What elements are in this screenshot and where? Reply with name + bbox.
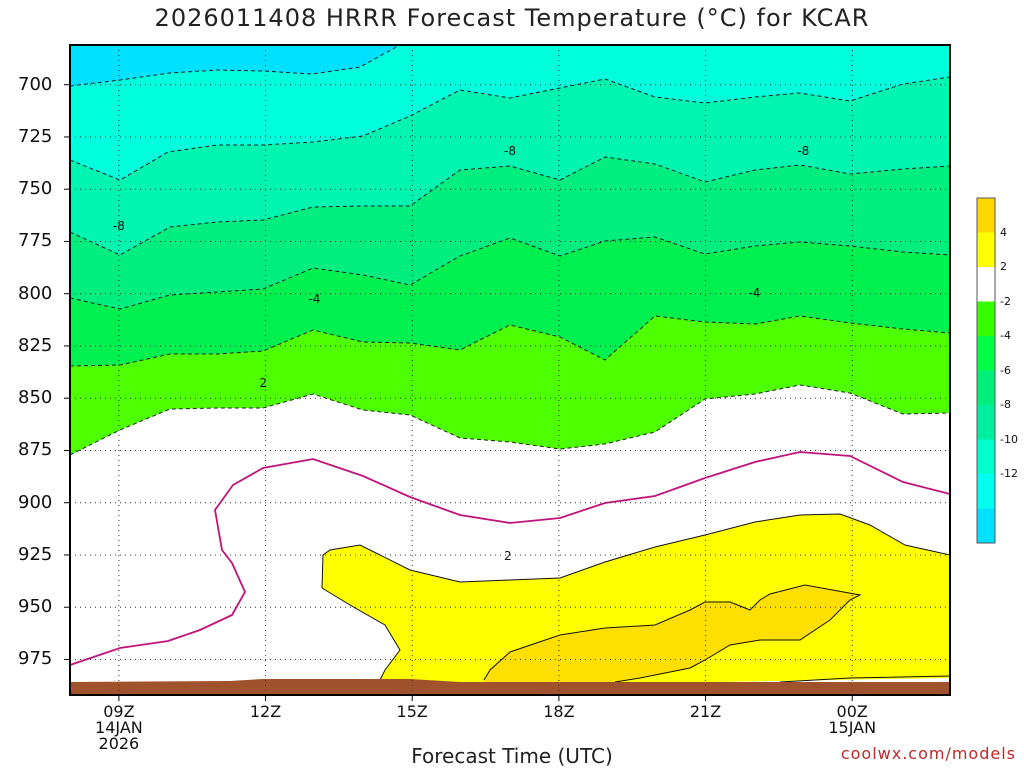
x-tick-label: 00Z 15JAN — [812, 704, 892, 736]
colorbar-label: 4 — [1000, 225, 1007, 239]
contour-label: -4 — [308, 291, 321, 306]
x-tick-label: 09Z 14JAN 2026 — [79, 704, 159, 752]
colorbar-label: -10 — [1000, 432, 1018, 446]
colorbar-label: -2 — [1000, 294, 1011, 308]
x-tick-label: 18Z — [519, 704, 599, 720]
y-tick-label: 900 — [18, 491, 53, 513]
contour-label: 2 — [504, 549, 512, 564]
x-tick-label-line: 2026 — [98, 734, 140, 753]
y-tick-label: 850 — [18, 387, 53, 409]
colorbar-frame — [976, 197, 996, 544]
chart-title: 2026011408 HRRR Forecast Temperature (°C… — [154, 4, 870, 32]
y-tick-label: 750 — [18, 178, 53, 200]
x-tick-label-line: 09Z — [103, 702, 135, 721]
x-tick-label-line: 18Z — [543, 702, 575, 721]
contour-plus2-bottom — [779, 675, 950, 683]
contour-label: -8 — [504, 143, 516, 158]
colorbar-segment — [977, 405, 995, 440]
colorbar-label: -8 — [1000, 398, 1011, 411]
contour-plus2-left — [321, 587, 401, 681]
contour-plus4 — [483, 584, 862, 683]
x-tick-label-line: 00Z — [836, 702, 868, 721]
y-tick-label: 775 — [18, 230, 53, 252]
colorbar-segment — [977, 474, 995, 509]
colorbar-label: 2 — [1000, 260, 1007, 273]
x-tick-label-line: 15JAN — [828, 718, 877, 737]
colorbar-label: -6 — [1000, 363, 1011, 377]
contour-label: -4 — [748, 285, 761, 300]
colorbar-segment — [977, 370, 995, 405]
x-tick-label: 12Z — [226, 704, 306, 720]
credit-text: coolwx.com/models — [840, 744, 1016, 763]
contour-minus4 — [70, 315, 950, 367]
colorbar-segment — [977, 232, 995, 267]
x-tick-label-line: 21Z — [689, 702, 722, 721]
x-axis-label: Forecast Time (UTC) — [411, 744, 613, 768]
y-tick-label: 825 — [18, 334, 53, 356]
colorbar — [976, 197, 996, 544]
contour-zero — [70, 451, 950, 666]
contour-minus2 — [70, 384, 950, 456]
x-tick-label-line: 15Z — [396, 702, 428, 721]
colorbar-segment — [977, 301, 995, 336]
colorbar-segment — [977, 267, 995, 302]
colorbar-label: -12 — [1000, 467, 1018, 480]
y-tick-label: 950 — [18, 596, 53, 618]
x-tick-label-line: 14JAN — [95, 718, 143, 737]
contour-minus6 — [70, 236, 950, 310]
colorbar-segment — [977, 198, 995, 233]
band-gt-4 — [484, 585, 860, 684]
colorbar-label: -4 — [1000, 329, 1011, 342]
x-tick-label: 21Z — [666, 704, 746, 720]
contour-minus12 — [70, 45, 401, 87]
plot-frame — [69, 44, 951, 696]
contour-label: -8 — [112, 218, 125, 233]
band-2-4 — [322, 514, 950, 686]
x-tick-label-line: 12Z — [249, 702, 282, 721]
y-tick-label: 725 — [18, 125, 53, 147]
colorbar-segment — [977, 508, 995, 543]
y-tick-label: 925 — [18, 543, 53, 565]
colorbar-segment — [977, 336, 995, 371]
x-tick-label: 15Z — [372, 704, 452, 720]
y-tick-label: 700 — [18, 73, 53, 95]
y-tick-label: 875 — [18, 439, 53, 461]
contour-label: -8 — [797, 143, 810, 158]
ground-fill — [70, 679, 950, 695]
y-tick-label: 800 — [18, 282, 53, 304]
contour-minus10 — [70, 76, 950, 181]
y-tick-label: 975 — [18, 648, 53, 670]
contour-label: 2 — [259, 375, 268, 390]
contour-plus2 — [321, 513, 950, 589]
colorbar-segment — [977, 439, 995, 474]
